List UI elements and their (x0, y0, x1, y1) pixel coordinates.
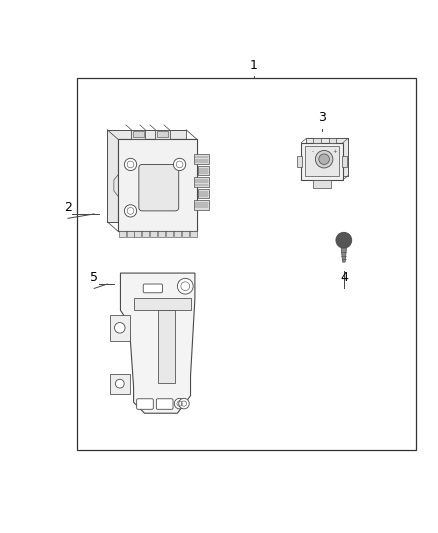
FancyBboxPatch shape (139, 165, 179, 211)
Text: +: + (333, 149, 337, 154)
Circle shape (115, 322, 125, 333)
Text: 2: 2 (64, 201, 72, 214)
Polygon shape (341, 248, 346, 262)
Circle shape (319, 154, 329, 165)
Bar (110, 314, 130, 341)
Text: 3: 3 (318, 111, 326, 124)
Bar (118, 140, 197, 231)
Bar (328, 139, 336, 143)
Bar (198, 166, 209, 175)
Polygon shape (307, 139, 348, 175)
Bar (142, 231, 149, 237)
Bar (190, 231, 197, 237)
Bar (133, 131, 144, 138)
Bar (158, 231, 165, 237)
Bar (155, 130, 170, 140)
Text: 1: 1 (250, 59, 258, 71)
Text: 5: 5 (90, 271, 98, 284)
Bar (342, 156, 347, 167)
Polygon shape (120, 273, 195, 413)
Bar (150, 231, 157, 237)
Bar (131, 130, 145, 140)
Bar (313, 139, 321, 143)
Circle shape (336, 232, 352, 248)
Circle shape (124, 205, 137, 217)
Bar (134, 298, 191, 310)
Bar (313, 180, 331, 188)
Bar (297, 156, 302, 167)
Bar (158, 310, 175, 383)
Polygon shape (107, 130, 186, 222)
Bar (118, 140, 197, 231)
Circle shape (315, 150, 333, 168)
Circle shape (179, 398, 189, 409)
FancyBboxPatch shape (137, 399, 153, 409)
Circle shape (177, 278, 193, 294)
Bar (174, 231, 181, 237)
Circle shape (173, 158, 186, 171)
Circle shape (174, 398, 185, 409)
Bar (301, 143, 343, 180)
Bar (166, 231, 173, 237)
Bar (119, 231, 126, 237)
Bar (198, 189, 209, 198)
Bar (134, 231, 141, 237)
Bar (194, 155, 209, 164)
Bar (77, 78, 416, 450)
Bar (194, 177, 209, 187)
FancyBboxPatch shape (143, 284, 162, 293)
Bar (110, 374, 130, 393)
Bar (194, 200, 209, 209)
Bar (157, 131, 168, 138)
Text: 4: 4 (340, 271, 348, 284)
Circle shape (124, 158, 137, 171)
Circle shape (116, 379, 124, 388)
Bar (127, 231, 134, 237)
FancyBboxPatch shape (156, 399, 173, 409)
Bar (305, 146, 339, 176)
Bar (182, 231, 189, 237)
Text: -: - (311, 149, 313, 154)
